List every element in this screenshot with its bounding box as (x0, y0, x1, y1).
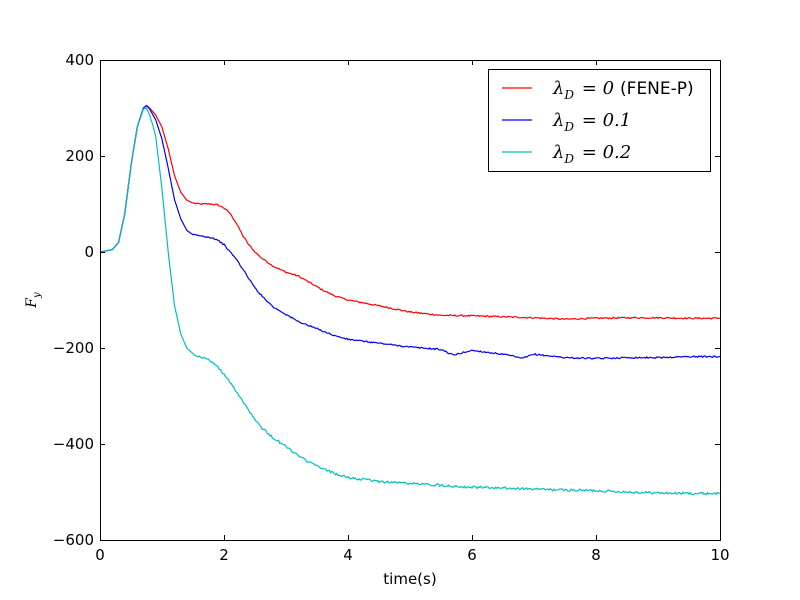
x-tick-label-1: 2 (219, 546, 229, 564)
y-tick-label-5: 400 (65, 51, 94, 69)
series-line-1 (99, 104, 721, 360)
svg-text:Fy: Fy (24, 292, 43, 309)
series-line-2 (99, 107, 721, 496)
y-tick-label-2: −200 (53, 339, 94, 357)
legend-label-2: λD = 0.2 (552, 142, 631, 166)
y-axis-label: Fy (24, 292, 43, 309)
x-tick-label-2: 4 (343, 546, 353, 564)
x-tick-label-0: 0 (95, 546, 105, 564)
x-tick-label-4: 8 (591, 546, 601, 564)
y-tick-label-3: 0 (84, 243, 94, 261)
series-line-0 (99, 104, 721, 321)
ticks-layer: 0 2 4 6 8 10 −600 −400 −200 0 200 400 (53, 51, 730, 564)
y-tick-label-1: −400 (53, 435, 94, 453)
y-tick-label-4: 200 (65, 147, 94, 165)
legend-label-1: λD = 0.1 (552, 110, 631, 134)
x-tick-label-3: 6 (467, 546, 477, 564)
plot-area-frame (100, 60, 721, 541)
x-tick-label-5: 10 (710, 546, 729, 564)
y-tick-label-0: −600 (53, 531, 94, 549)
legend-label-0: λD = 0 (FENE-P) (552, 78, 694, 102)
legend: λD = 0 (FENE-P) λD = 0.1 λD = 0.2 (488, 69, 711, 172)
legend-items: λD = 0 (FENE-P) λD = 0.1 λD = 0.2 (502, 78, 694, 166)
series-layer (99, 104, 721, 496)
x-axis-label: time(s) (383, 570, 436, 588)
